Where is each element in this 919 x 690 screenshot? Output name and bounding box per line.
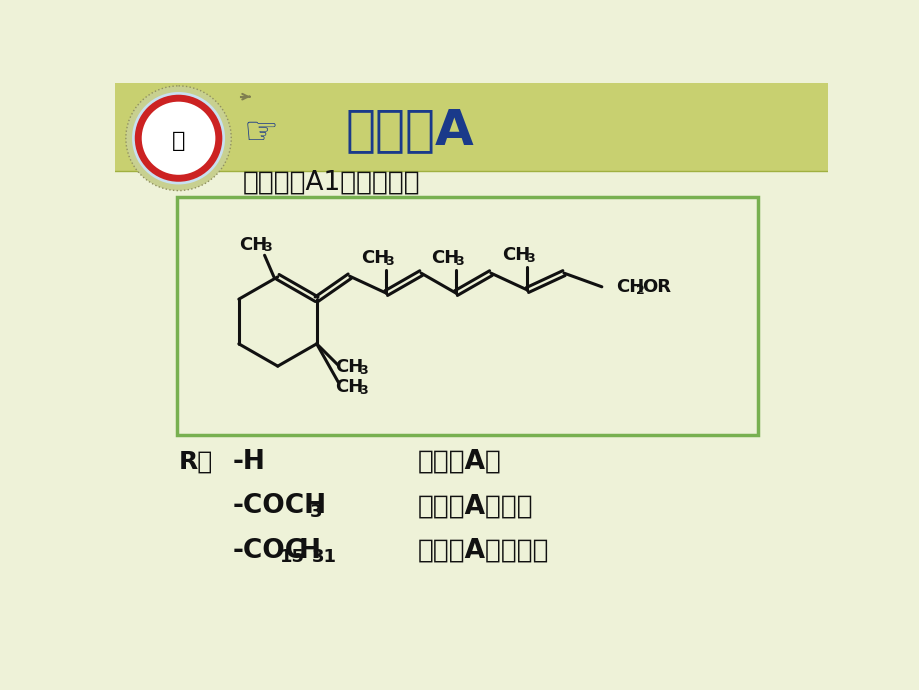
Text: 3: 3 — [263, 241, 272, 254]
Text: 维生素A棕槈酸酯: 维生素A棕槈酸酯 — [417, 538, 548, 564]
Text: -H: -H — [233, 448, 266, 475]
Text: 3: 3 — [358, 364, 367, 377]
Text: 维生素A醇: 维生素A醇 — [417, 448, 501, 475]
Text: CH: CH — [431, 250, 459, 268]
Text: CH: CH — [361, 250, 389, 268]
Text: 3: 3 — [384, 255, 393, 268]
Text: ☞: ☞ — [243, 114, 278, 152]
Text: CH: CH — [335, 378, 363, 396]
Text: 31: 31 — [312, 548, 336, 566]
Text: R：: R： — [178, 450, 212, 473]
Text: 3: 3 — [310, 504, 323, 522]
Bar — [115, 83, 827, 171]
Text: CH: CH — [335, 358, 363, 376]
Text: （维生素A1、视黄醇）: （维生素A1、视黄醇） — [243, 170, 420, 196]
Text: 🌿: 🌿 — [172, 131, 185, 151]
Text: 3: 3 — [526, 252, 534, 265]
Text: 2: 2 — [635, 284, 644, 297]
Text: OR: OR — [641, 278, 670, 296]
Text: CH: CH — [615, 278, 643, 296]
Circle shape — [132, 92, 225, 184]
Text: 3: 3 — [454, 255, 463, 268]
FancyBboxPatch shape — [176, 197, 757, 435]
Text: -COCH: -COCH — [233, 493, 326, 520]
Text: 3: 3 — [358, 384, 367, 397]
Circle shape — [126, 86, 231, 190]
Text: 维生素A醋酸酯: 维生素A醋酸酯 — [417, 493, 532, 520]
Text: 维生素A: 维生素A — [345, 106, 473, 155]
Circle shape — [138, 98, 219, 178]
Text: -COC: -COC — [233, 538, 304, 564]
Text: CH: CH — [502, 246, 530, 264]
Text: H: H — [299, 538, 321, 564]
Text: CH: CH — [239, 235, 267, 253]
Text: 15: 15 — [279, 548, 305, 566]
